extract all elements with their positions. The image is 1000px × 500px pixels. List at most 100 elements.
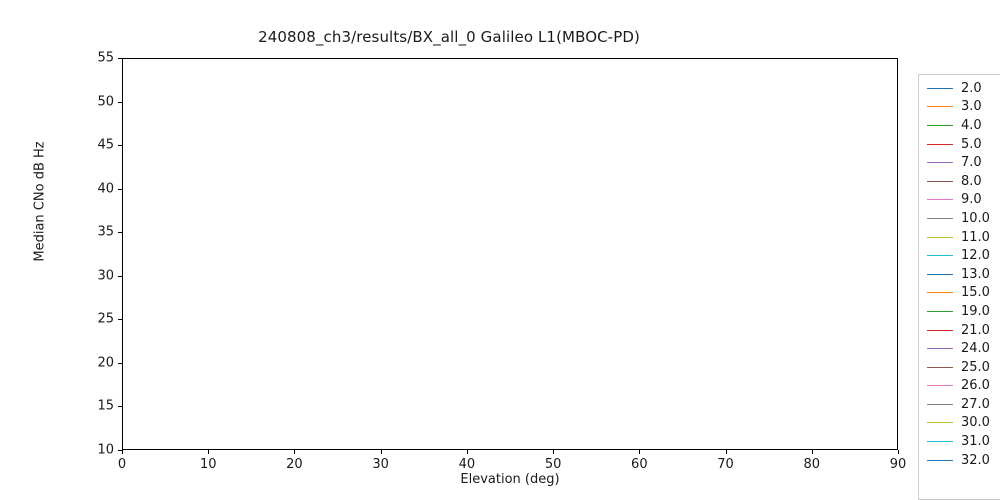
legend-color-swatch: [927, 162, 953, 164]
legend-item[interactable]: 9.0: [919, 191, 1000, 210]
x-tick-mark: [122, 450, 123, 454]
x-tick-mark: [208, 450, 210, 454]
legend-item[interactable]: 3.0: [919, 98, 1000, 117]
legend-label: 9.0: [961, 192, 982, 208]
legend-item[interactable]: 31.0: [919, 432, 1000, 451]
x-tick-label: 10: [199, 457, 217, 472]
legend-label: 21.0: [961, 322, 990, 338]
legend-label: 2.0: [961, 80, 982, 96]
y-tick-label: 25: [97, 311, 114, 327]
legend-item[interactable]: 32.0: [919, 451, 1000, 470]
x-tick-label: 70: [717, 457, 734, 472]
x-tick-label: 80: [803, 457, 821, 472]
x-tick-label: 90: [889, 457, 907, 472]
x-tick-mark: [725, 450, 727, 454]
y-tick-label: 55: [97, 50, 114, 66]
legend-item[interactable]: 26.0: [919, 377, 1000, 396]
y-tick-mark: [118, 58, 122, 59]
legend-color-swatch: [927, 106, 953, 108]
legend-color-swatch: [927, 348, 953, 350]
legend-label: 31.0: [961, 434, 990, 450]
y-tick-label: 15: [97, 398, 114, 414]
legend-color-swatch: [927, 366, 953, 368]
y-axis-label: Median CNo dB Hz: [32, 141, 48, 262]
legend-color-swatch: [927, 273, 953, 275]
legend-color-swatch: [927, 329, 953, 331]
y-tick-label: 10: [97, 442, 114, 458]
legend-color-swatch: [927, 385, 953, 387]
y-tick-mark: [118, 406, 122, 408]
legend-item[interactable]: 13.0: [919, 265, 1000, 284]
y-tick-mark: [118, 362, 122, 364]
legend-label: 3.0: [961, 99, 982, 115]
legend-item[interactable]: 12.0: [919, 246, 1000, 265]
y-tick-mark: [118, 145, 122, 147]
legend-item[interactable]: 19.0: [919, 302, 1000, 321]
legend-color-swatch: [927, 199, 953, 201]
legend-item[interactable]: 30.0: [919, 414, 1000, 433]
legend-item[interactable]: 4.0: [919, 116, 1000, 135]
legend-color-swatch: [927, 292, 953, 294]
legend-label: 27.0: [961, 396, 990, 412]
legend-color-swatch: [927, 403, 953, 405]
legend-item[interactable]: 25.0: [919, 358, 1000, 377]
y-tick-mark: [118, 232, 122, 234]
y-tick-mark: [118, 450, 122, 451]
legend-item[interactable]: 5.0: [919, 135, 1000, 154]
legend-label: 25.0: [961, 359, 990, 375]
legend-color-swatch: [927, 217, 953, 219]
legend-color-swatch: [927, 441, 953, 443]
legend-item[interactable]: 11.0: [919, 228, 1000, 247]
legend-label: 32.0: [961, 452, 990, 468]
legend-label: 7.0: [961, 155, 982, 171]
legend-label: 24.0: [961, 341, 990, 357]
x-tick-mark: [553, 450, 555, 454]
chart-legend[interactable]: 2.0 3.0 4.0 5.0 7.0 8.0 9.0 10.0 11.0 12.0 13.0 15.…: [918, 74, 1000, 500]
legend-color-swatch: [927, 310, 953, 312]
x-axis-label: Elevation (deg): [460, 472, 560, 487]
y-tick-mark: [118, 275, 122, 277]
legend-item[interactable]: 2.0: [919, 79, 1000, 98]
x-tick-label: 50: [544, 457, 562, 472]
x-tick-mark: [811, 450, 813, 454]
x-tick-mark: [294, 450, 296, 454]
legend-item[interactable]: 21.0: [919, 321, 1000, 340]
legend-item[interactable]: 15.0: [919, 284, 1000, 303]
legend-color-swatch: [927, 124, 953, 126]
legend-label: 10.0: [961, 210, 990, 226]
legend-label: 4.0: [961, 117, 982, 133]
legend-label: 15.0: [961, 285, 990, 301]
legend-item[interactable]: 27.0: [919, 395, 1000, 414]
legend-color-swatch: [927, 422, 953, 424]
y-tick-label: 45: [97, 137, 114, 153]
legend-item[interactable]: 10.0: [919, 209, 1000, 228]
legend-label: 26.0: [961, 378, 990, 394]
legend-color-swatch: [927, 236, 953, 238]
legend-item[interactable]: 8.0: [919, 172, 1000, 191]
y-tick-mark: [118, 188, 122, 190]
legend-label: 11.0: [961, 229, 990, 245]
legend-label: 5.0: [961, 136, 982, 152]
y-tick-mark: [118, 101, 122, 103]
legend-item[interactable]: 24.0: [919, 339, 1000, 358]
y-tick-label: 50: [97, 94, 114, 110]
y-tick-label: 20: [97, 355, 114, 371]
x-tick-mark: [639, 450, 641, 454]
x-tick-label: 40: [458, 457, 476, 472]
legend-color-swatch: [927, 143, 953, 145]
x-tick-mark: [380, 450, 382, 454]
plot-frame: [122, 58, 898, 450]
y-tick-label: 35: [97, 224, 114, 240]
legend-label: 13.0: [961, 266, 990, 282]
x-tick-label: 60: [631, 457, 648, 472]
legend-label: 30.0: [961, 415, 990, 431]
y-tick-label: 30: [97, 268, 114, 284]
legend-color-swatch: [927, 255, 953, 257]
y-tick-mark: [118, 319, 122, 321]
legend-color-swatch: [927, 459, 953, 461]
legend-item[interactable]: 7.0: [919, 153, 1000, 172]
plot-area: [122, 58, 898, 450]
x-tick-mark: [898, 450, 899, 454]
x-tick-mark: [466, 450, 468, 454]
